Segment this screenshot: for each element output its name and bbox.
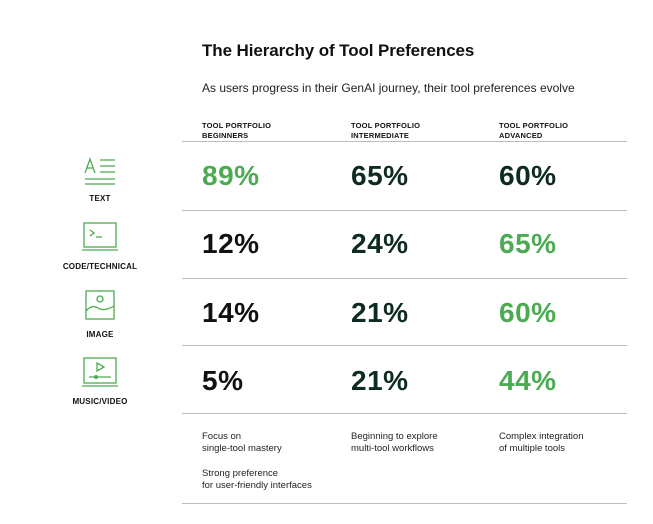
row-label-code-technical: CODE/TECHNICAL <box>62 262 138 271</box>
value-video-beginners: 5% <box>202 365 244 396</box>
value-image-advanced: 60% <box>499 297 557 328</box>
column-header-beginners: TOOL PORTFOLIO BEGINNERS <box>202 121 272 140</box>
note-intermediate: Beginning to explore multi-tool workflow… <box>351 431 438 454</box>
row-label-image: IMAGE <box>86 330 114 339</box>
value-code-advanced: 65% <box>499 228 557 259</box>
video-player-icon <box>82 357 118 387</box>
value-text-advanced: 60% <box>499 160 557 191</box>
divider <box>182 141 627 142</box>
value-text-intermediate: 65% <box>351 160 409 191</box>
text-icon <box>84 157 115 185</box>
divider <box>182 210 627 211</box>
divider <box>182 503 627 504</box>
note-beginners: Focus on single-tool mastery Strong pref… <box>202 431 312 491</box>
divider <box>182 278 627 279</box>
divider <box>182 413 627 414</box>
note-advanced: Complex integration of multiple tools <box>499 431 584 454</box>
image-icon <box>85 290 115 320</box>
value-code-beginners: 12% <box>202 228 260 259</box>
value-code-intermediate: 24% <box>351 228 409 259</box>
value-video-advanced: 44% <box>499 365 557 396</box>
value-image-beginners: 14% <box>202 297 260 328</box>
row-label-music-video: MUSIC/VIDEO <box>72 397 128 406</box>
divider <box>182 345 627 346</box>
column-header-intermediate: TOOL PORTFOLIO INTERMEDIATE <box>351 121 421 140</box>
column-header-advanced: TOOL PORTFOLIO ADVANCED <box>499 121 569 140</box>
terminal-icon <box>82 222 118 251</box>
value-image-intermediate: 21% <box>351 297 409 328</box>
row-label-text: TEXT <box>89 194 111 203</box>
page-subtitle: As users progress in their GenAI journey… <box>202 81 575 95</box>
page-title: The Hierarchy of Tool Preferences <box>202 41 475 60</box>
value-video-intermediate: 21% <box>351 365 409 396</box>
value-text-beginners: 89% <box>202 160 260 191</box>
